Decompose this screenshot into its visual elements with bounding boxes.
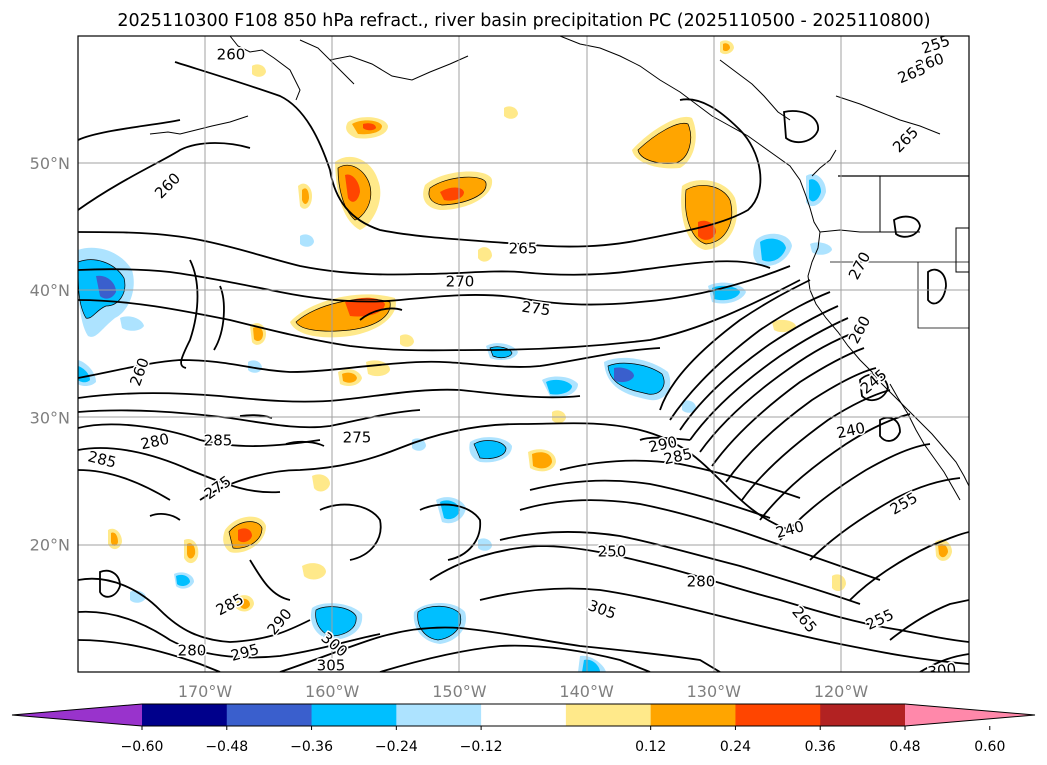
colorbar-tick-label: 0.12	[635, 739, 666, 755]
map-title: 2025110300 F108 850 hPa refract., river …	[117, 11, 930, 31]
coastlines	[149, 36, 969, 501]
colorbar-tick-label: −0.12	[460, 739, 503, 755]
positive-anomaly-shading	[108, 40, 952, 612]
colorbar-segment	[481, 704, 567, 726]
contour-label: 265	[509, 240, 538, 258]
latitude-label: 50°N	[30, 154, 70, 173]
colorbar-segment	[650, 704, 736, 726]
graticule	[78, 36, 969, 672]
colorbar: −0.60 −0.48 −0.36 −0.24 −0.12 0.12 0.24 0.36 0.4…	[11, 703, 1036, 755]
colorbar-segment	[735, 704, 821, 726]
colorbar-segment	[142, 704, 228, 726]
contour-label: 250	[598, 543, 627, 561]
contour-label: 285	[204, 432, 233, 450]
longitude-label: 130°W	[687, 682, 742, 701]
contour-label: 275	[521, 298, 552, 320]
colorbar-tick-label: 0.24	[720, 739, 751, 755]
colorbar-segment	[396, 704, 482, 726]
colorbar-tick-label: 0.36	[805, 739, 836, 755]
contour-label: 275	[343, 429, 372, 447]
colorbar-segment	[820, 704, 906, 726]
contour-label: 280	[178, 642, 207, 660]
map-frame	[77, 35, 970, 673]
colorbar-extend-min	[12, 704, 142, 726]
colorbar-segment	[226, 704, 313, 726]
colorbar-tick-label: −0.60	[121, 739, 164, 755]
contour-label: 260	[217, 46, 246, 64]
anomaly-outlines	[78, 122, 733, 641]
longitude-label: 170°W	[178, 682, 233, 701]
latitude-labels: 50°N 40°N 30°N 20°N	[30, 154, 70, 555]
longitude-label: 160°W	[305, 682, 360, 701]
longitude-label: 150°W	[432, 682, 487, 701]
colorbar-tick-label: 0.48	[889, 739, 920, 755]
contour-label: 280	[687, 573, 716, 591]
colorbar-extend-max	[905, 704, 1035, 726]
latitude-label: 20°N	[30, 536, 70, 555]
contour-label: 270	[446, 273, 475, 291]
refractivity-contours	[78, 61, 969, 672]
contour-label: 285	[86, 447, 118, 471]
contour-label: 300	[926, 660, 957, 682]
colorbar-segment	[565, 704, 652, 726]
colorbar-segment	[311, 704, 397, 726]
latitude-label: 40°N	[30, 281, 70, 300]
longitude-label: 120°W	[814, 682, 869, 701]
longitude-labels: 170°W 160°W 150°W 140°W 130°W 120°W	[178, 682, 869, 701]
colorbar-tick-label: −0.36	[290, 739, 333, 755]
latitude-label: 30°N	[30, 408, 70, 427]
longitude-label: 140°W	[559, 682, 614, 701]
contour-label: 305	[317, 657, 346, 675]
colorbar-tick-label: 0.60	[974, 739, 1005, 755]
colorbar-tick-label: −0.24	[375, 739, 418, 755]
colorbar-tick-label: −0.48	[205, 739, 248, 755]
